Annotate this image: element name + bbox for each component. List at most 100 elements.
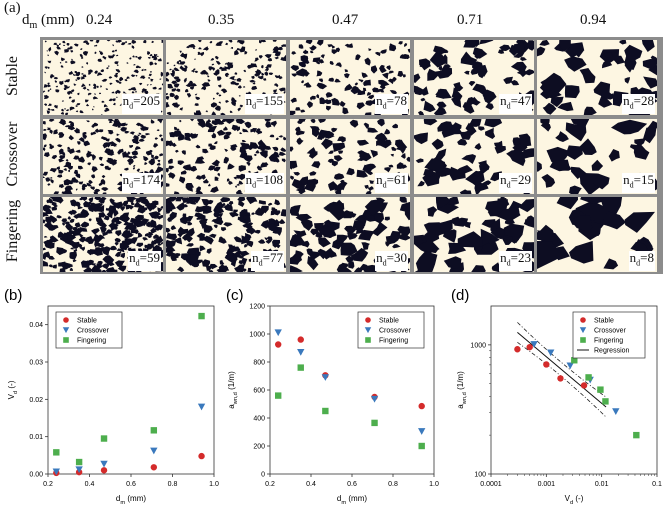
data-point-square xyxy=(580,337,586,343)
y-tick-label: 600 xyxy=(253,388,265,395)
panel-label: (b) xyxy=(4,287,22,304)
x-tick-label: 0.6 xyxy=(347,481,357,488)
void-count-label: nd=29 xyxy=(499,173,532,193)
count-symbol: n xyxy=(376,93,383,109)
micrograph-cell: nd=29 xyxy=(414,119,534,194)
micrograph-cell: nd=47 xyxy=(414,40,534,115)
count-symbol: n xyxy=(252,250,259,266)
x-tick-label: 0.001 xyxy=(538,481,556,488)
void-count-label: nd=77 xyxy=(251,251,284,271)
y-tick-label: 100 xyxy=(474,472,486,479)
void-count-label: nd=8 xyxy=(628,250,655,271)
x-tick-label: 1.0 xyxy=(209,481,219,488)
count-subscript: d xyxy=(258,259,263,268)
void-pattern xyxy=(290,40,410,115)
data-point-circle xyxy=(514,346,521,353)
count-value: =23 xyxy=(510,250,531,266)
x-tick-label: 0.0001 xyxy=(480,481,502,488)
data-point-circle xyxy=(63,317,69,323)
y-tick-label: 1000 xyxy=(249,332,265,339)
y-tick-label: 400 xyxy=(253,416,265,423)
void-count-label: nd=108 xyxy=(244,172,284,193)
data-point-triangle-down xyxy=(100,460,108,468)
data-point-square xyxy=(585,374,592,381)
data-point-circle xyxy=(150,464,158,471)
count-symbol: n xyxy=(500,250,507,266)
void-count-label: nd=205 xyxy=(121,93,161,114)
count-subscript: d xyxy=(382,259,387,268)
data-point-triangle-down xyxy=(150,447,158,455)
plot-frame xyxy=(490,305,658,475)
panel-label: (d) xyxy=(451,287,469,304)
x-tick-label: 0.2 xyxy=(265,481,275,488)
data-point-square xyxy=(198,312,205,320)
data-point-square xyxy=(322,407,329,415)
count-value: =174 xyxy=(133,172,160,188)
data-point-square xyxy=(275,392,282,399)
y-tick-label: 800 xyxy=(253,360,265,367)
void-count-label: nd=15 xyxy=(622,173,655,193)
y-tick-label: 1200 xyxy=(249,304,265,311)
legend-label: Crossover xyxy=(594,328,627,335)
x-tick-label: 0.1 xyxy=(652,481,662,488)
micrograph-cell: nd=15 xyxy=(537,119,657,194)
count-subscript: d xyxy=(252,102,257,111)
data-point-triangle-down xyxy=(579,327,587,334)
count-symbol: n xyxy=(500,93,507,109)
micrograph-cell: nd=30 xyxy=(290,197,410,272)
data-point-triangle-down xyxy=(364,327,372,334)
count-value: =8 xyxy=(640,250,654,266)
data-point-circle xyxy=(198,452,205,460)
data-point-triangle-down xyxy=(75,466,83,474)
void-count-label: nd=30 xyxy=(375,251,408,271)
count-symbol: n xyxy=(623,172,630,188)
y-tick-label: 200 xyxy=(253,444,265,451)
data-point-square xyxy=(100,435,108,442)
micrograph-cell: nd=77 xyxy=(166,197,286,272)
micrograph-cell: nd=28 xyxy=(537,40,657,115)
void-pattern xyxy=(290,197,410,272)
regression-line xyxy=(517,331,607,408)
y-tick-label: 0.01 xyxy=(29,434,43,441)
count-value: =108 xyxy=(256,172,283,188)
x-axis-label: dm (mm) xyxy=(337,494,367,506)
data-point-circle xyxy=(557,375,564,382)
y-axis-label: awn,d (1/m) xyxy=(227,371,239,409)
y-tick-label: 1000 xyxy=(470,342,486,349)
void-count-label: nd=47 xyxy=(499,94,532,114)
count-subscript: d xyxy=(629,102,634,111)
data-point-triangle-down xyxy=(321,374,330,381)
panel-a-label: (a) xyxy=(4,0,21,16)
y-tick-label: 0.04 xyxy=(29,322,43,329)
void-pattern xyxy=(414,119,534,194)
count-subscript: d xyxy=(629,181,634,190)
count-symbol: n xyxy=(122,93,130,109)
y-tick-label: 0.03 xyxy=(29,360,43,367)
legend-label: Stable xyxy=(77,318,97,325)
chart-b: (b) 0.2 0.4 0.6 0.8 1.0 0.00 0.01 0.02 0.03 0.04 dm… xyxy=(4,287,219,506)
data-point-square xyxy=(418,442,425,450)
legend-label: Fingering xyxy=(379,338,408,345)
chart-d: (d) 0.0001 0.001 0.01 0.1 100 1000 Vd (-) awn,d … xyxy=(451,287,662,506)
data-point-triangle-down xyxy=(370,395,379,403)
count-symbol: n xyxy=(376,172,383,188)
data-point-triangle-down xyxy=(418,428,426,435)
dm-value-5: 0.94 xyxy=(580,12,607,28)
micrograph-cell: nd=61 xyxy=(290,119,410,194)
count-value: =47 xyxy=(510,93,531,109)
count-subscript: d xyxy=(506,181,511,190)
count-value: =61 xyxy=(386,172,407,188)
data-point-square xyxy=(75,458,83,466)
data-point-triangle-down xyxy=(530,341,538,348)
data-point-square xyxy=(371,419,378,427)
data-point-circle xyxy=(365,317,371,323)
count-subscript: d xyxy=(382,102,387,111)
dm-value-1: 0.24 xyxy=(86,12,113,28)
count-subscript: d xyxy=(129,102,134,111)
data-point-circle xyxy=(526,343,533,351)
count-symbol: n xyxy=(500,172,507,188)
data-point-square xyxy=(633,431,640,439)
count-value: =15 xyxy=(633,172,654,188)
count-value: =59 xyxy=(139,250,160,266)
data-point-square xyxy=(597,386,604,393)
